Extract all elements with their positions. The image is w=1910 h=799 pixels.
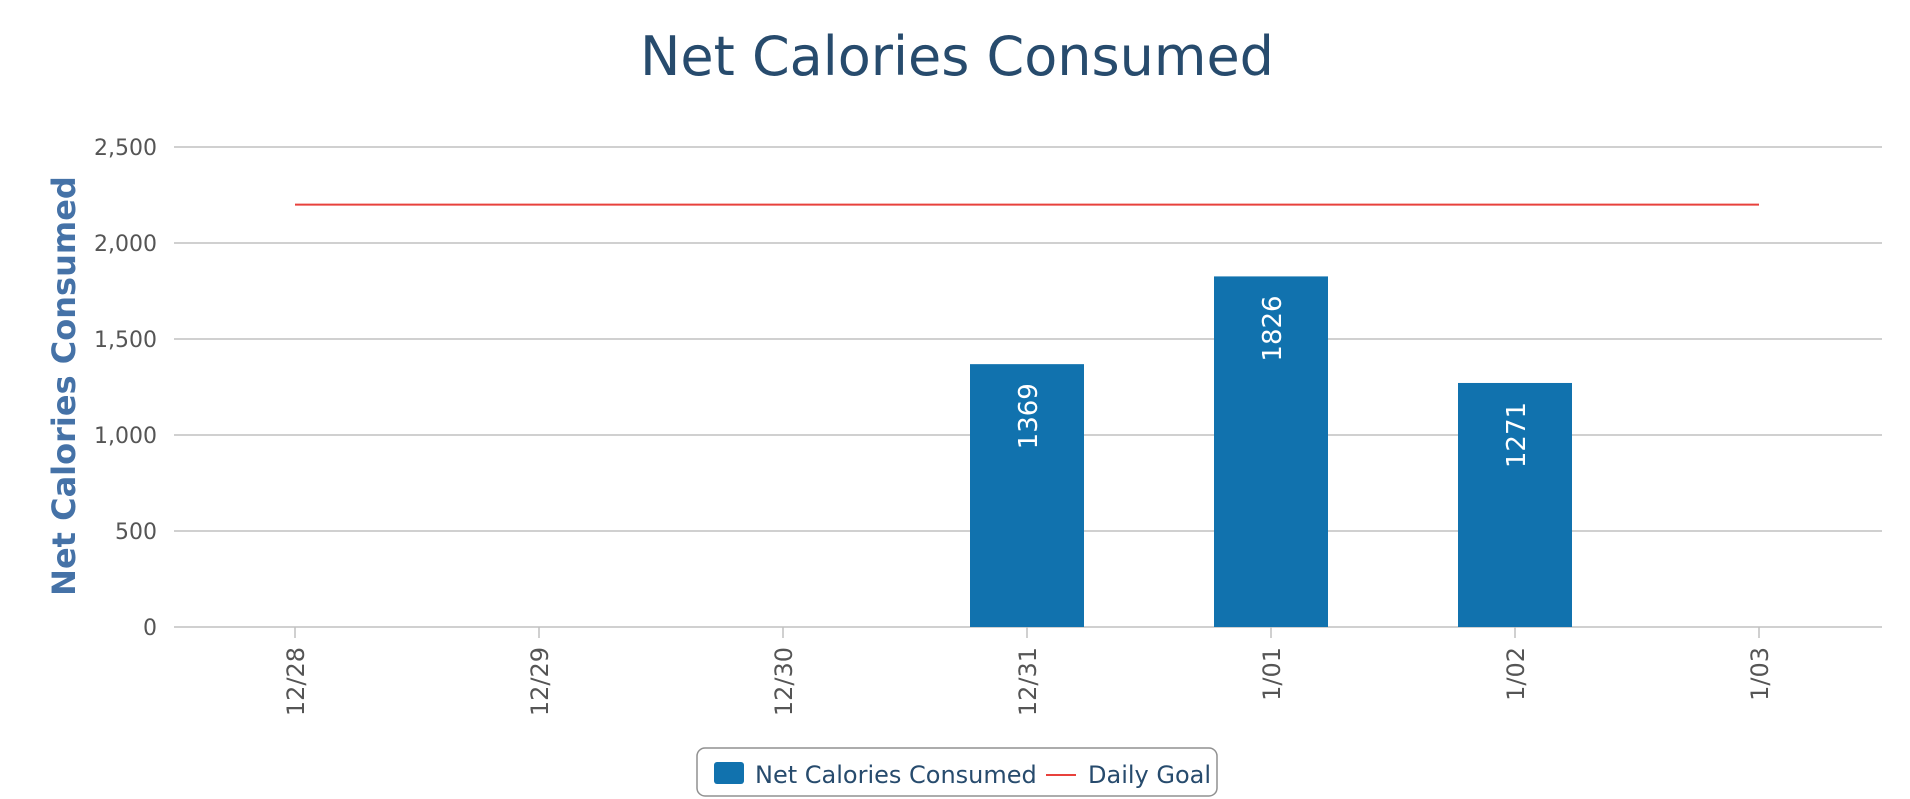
bar-data-label: 1369	[1014, 383, 1044, 449]
legend-box	[696, 747, 1218, 797]
chart-title: Net Calories Consumed	[640, 25, 1274, 88]
bar-series: 1369 1826 1271	[970, 276, 1572, 627]
y-tick-label: 0	[143, 616, 157, 641]
bar-1/02[interactable]	[1458, 382, 1572, 627]
legend-label-net-calories[interactable]: Net Calories Consumed	[755, 761, 1037, 789]
x-tick-label: 1/02	[1502, 647, 1530, 701]
bar-12/31[interactable]	[970, 364, 1084, 627]
y-tick-label: 1,000	[94, 424, 157, 449]
x-tick-label: 12/30	[770, 647, 798, 716]
y-tick-label: 2,500	[94, 136, 157, 161]
x-tick-label: 12/31	[1014, 647, 1042, 716]
x-tick-label: 1/03	[1746, 647, 1774, 701]
x-tick-label: 12/28	[282, 647, 310, 716]
legend-swatch-net-calories	[714, 762, 744, 784]
y-tick-label: 1,500	[94, 328, 157, 353]
y-tick-label: 2,000	[94, 232, 157, 257]
bar-data-label: 1271	[1502, 402, 1532, 468]
legend-label-daily-goal[interactable]: Daily Goal	[1088, 761, 1211, 789]
y-axis-ticks: 0 500 1,000 1,500 2,000 2,500	[94, 136, 157, 641]
x-tick-label: 12/29	[526, 647, 554, 716]
x-axis: 12/28 12/29 12/30 12/31 1/01 1/02 1/03	[174, 626, 1882, 716]
x-tick-label: 1/01	[1258, 647, 1286, 701]
gridlines	[174, 146, 1882, 532]
bar-1/01[interactable]	[1214, 276, 1328, 627]
legend[interactable]: Net Calories Consumed Daily Goal	[696, 747, 1218, 797]
bar-data-label: 1826	[1258, 295, 1288, 361]
y-axis-title: Net Calories Consumed	[45, 176, 83, 596]
y-tick-label: 500	[115, 520, 157, 545]
